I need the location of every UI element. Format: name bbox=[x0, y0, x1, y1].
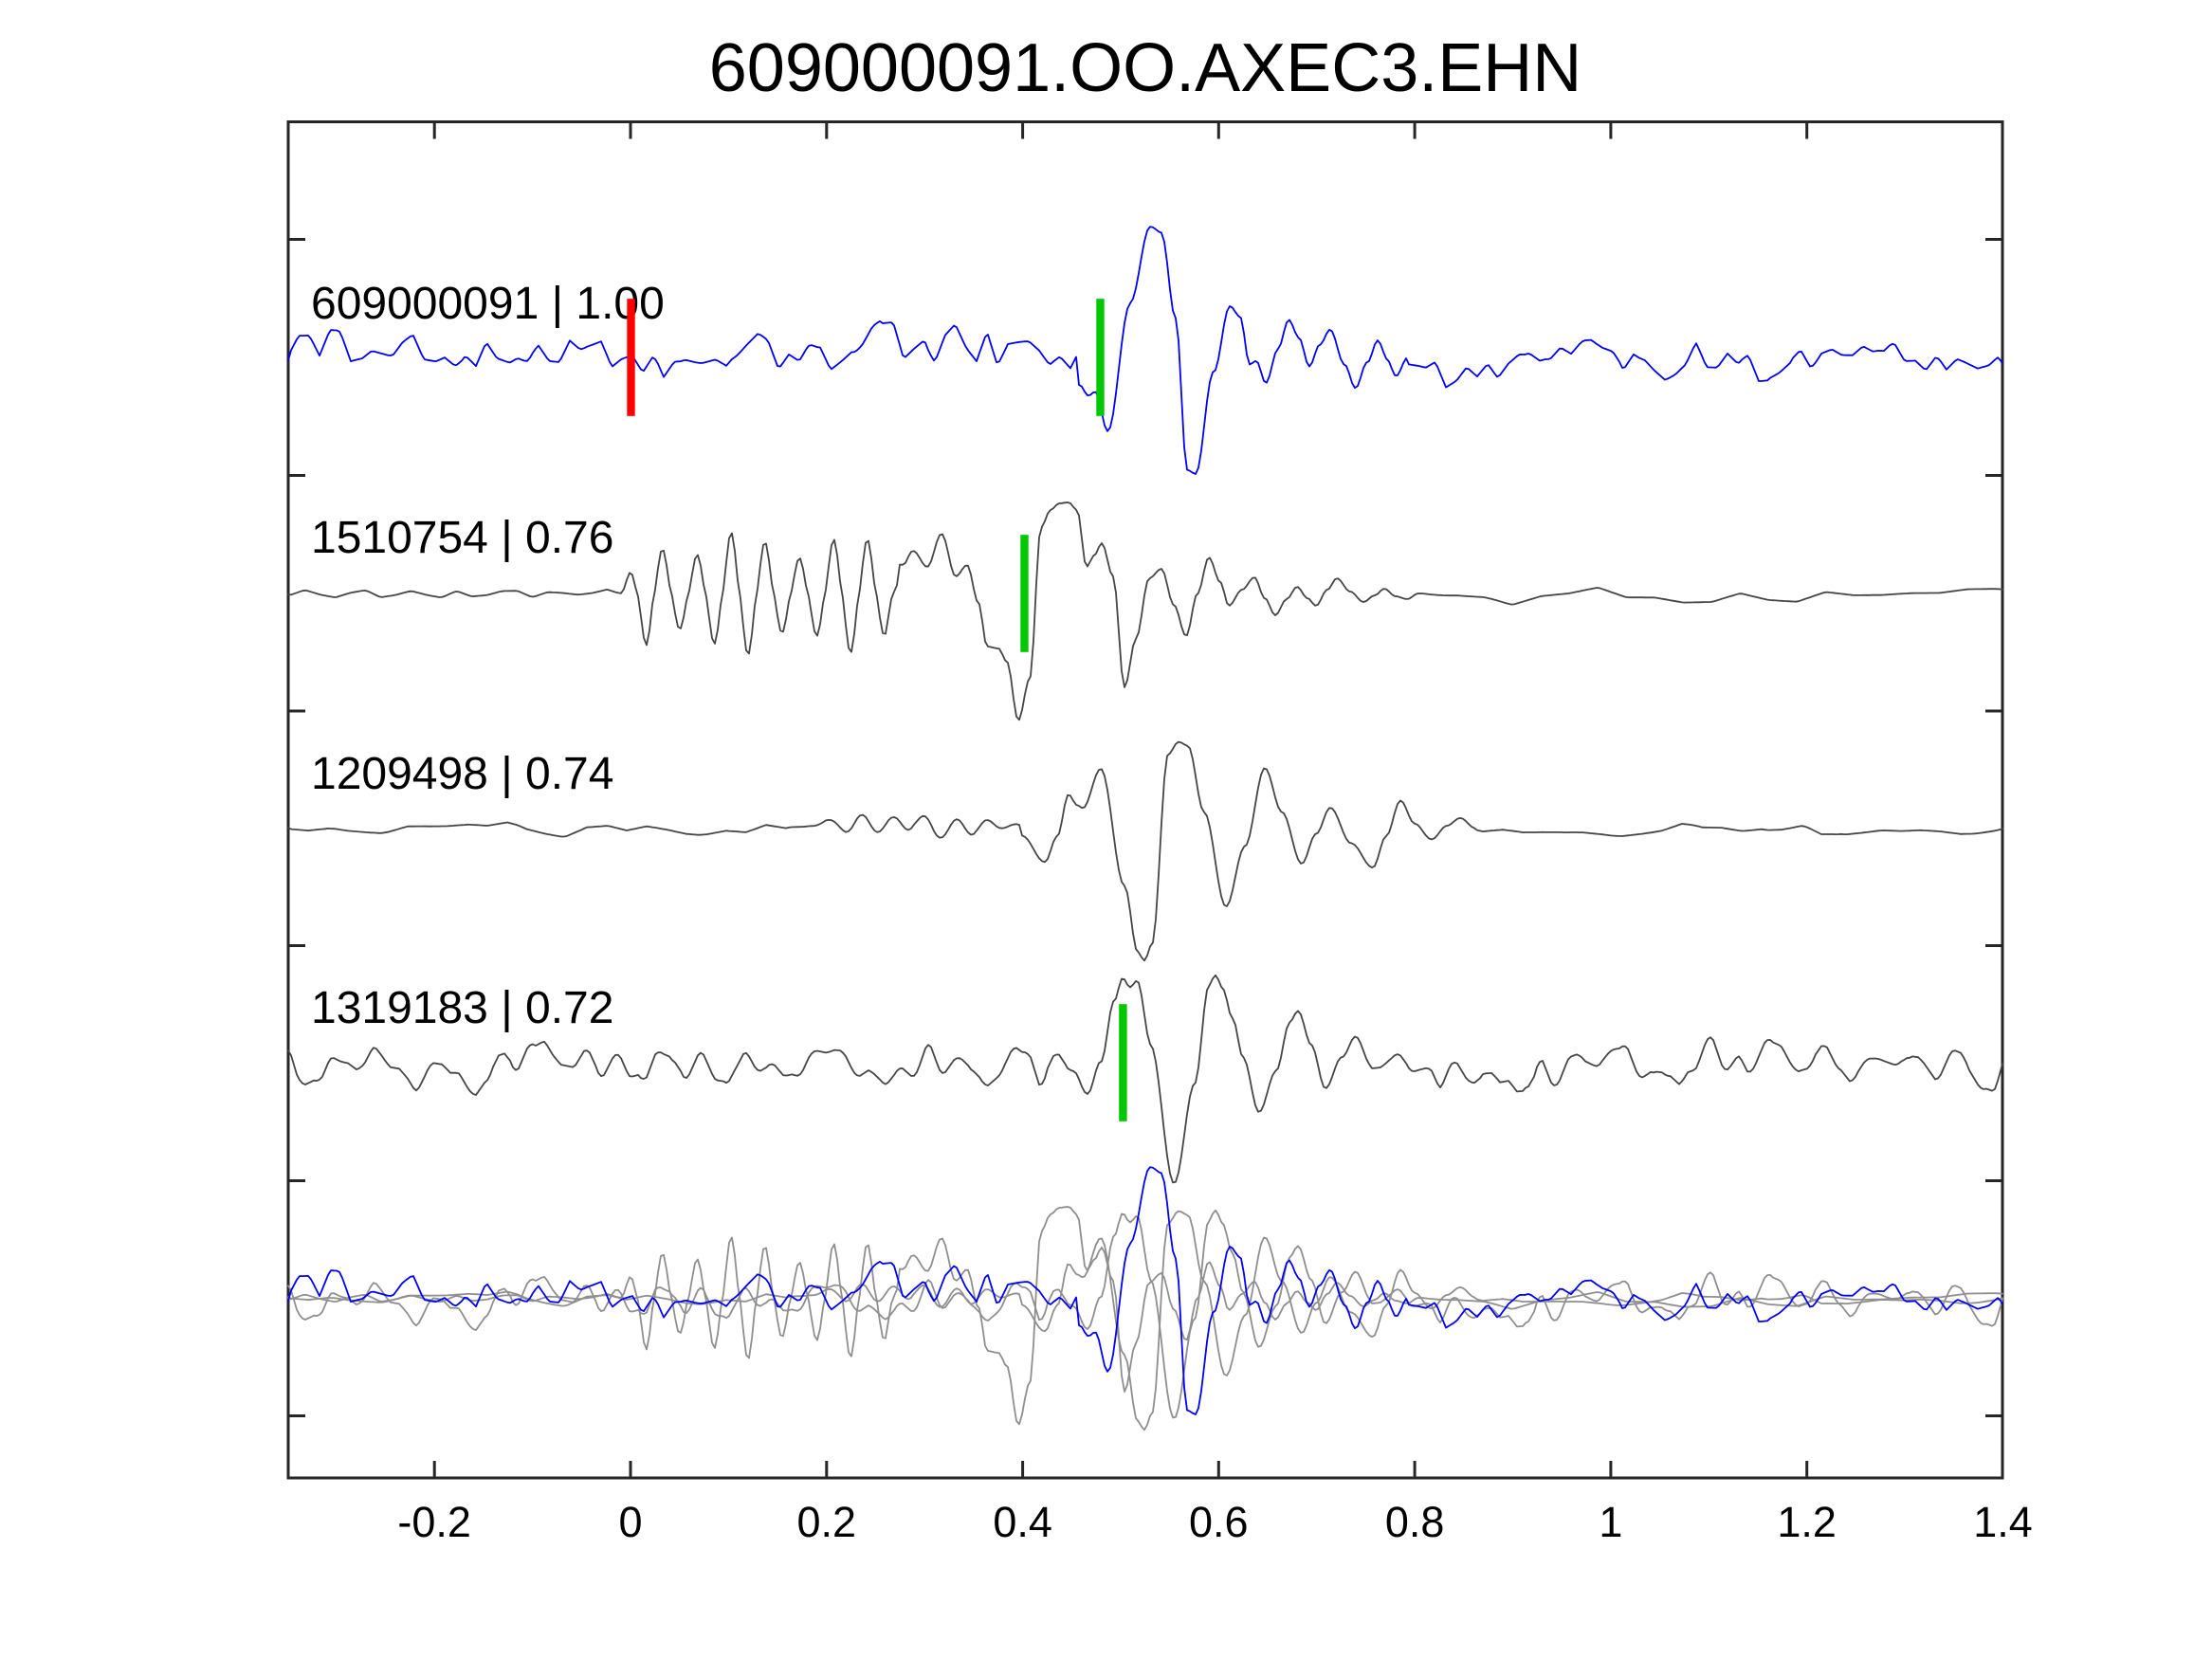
svg-text:0: 0 bbox=[618, 1498, 642, 1546]
svg-text:0.6: 0.6 bbox=[1189, 1498, 1249, 1546]
svg-text:1209498 | 0.74: 1209498 | 0.74 bbox=[311, 749, 613, 799]
svg-text:1.4: 1.4 bbox=[1973, 1498, 2033, 1546]
svg-text:-0.2: -0.2 bbox=[397, 1498, 471, 1546]
svg-text:1: 1 bbox=[1599, 1498, 1622, 1546]
svg-text:1.2: 1.2 bbox=[1777, 1498, 1837, 1546]
svg-text:0.4: 0.4 bbox=[993, 1498, 1052, 1546]
svg-text:0.2: 0.2 bbox=[797, 1498, 857, 1546]
svg-text:609000091.OO.AXEC3.EHN: 609000091.OO.AXEC3.EHN bbox=[709, 30, 1582, 106]
svg-text:1510754 | 0.76: 1510754 | 0.76 bbox=[311, 513, 613, 563]
svg-text:0.8: 0.8 bbox=[1385, 1498, 1445, 1546]
svg-text:609000091 | 1.00: 609000091 | 1.00 bbox=[311, 279, 665, 329]
svg-text:1319183 | 0.72: 1319183 | 0.72 bbox=[311, 983, 613, 1033]
